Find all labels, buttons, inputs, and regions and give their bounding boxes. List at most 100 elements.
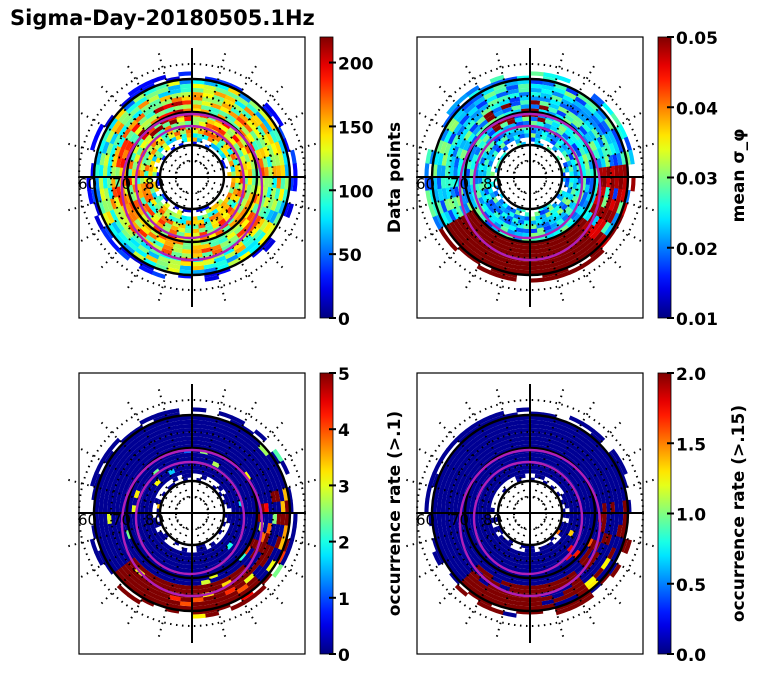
heatmap-cell [222,434,236,444]
heatmap-cell [282,487,289,502]
heatmap-cell [452,569,465,582]
heatmap-cell [565,513,570,519]
heatmap-cell [478,119,489,129]
heatmap-cell [247,513,253,522]
heatmap-cell [103,523,110,537]
heatmap-cell [449,165,455,177]
heatmap-cell [536,563,545,569]
heatmap-cell [236,476,245,486]
heatmap-cell [191,244,202,250]
heatmap-cell [493,259,507,268]
heatmap-cell [204,557,212,564]
heatmap-cell [184,224,192,229]
heatmap-cell [98,500,104,513]
heatmap-cell [222,143,231,151]
heatmap-cell [258,542,267,554]
heatmap-cell [229,153,237,161]
heatmap-cell [554,418,568,428]
heatmap-cell [546,214,554,222]
heatmap-cell [129,468,138,479]
heatmap-cell [173,217,181,224]
heatmap-cell [481,538,489,548]
heatmap-cell [247,488,255,498]
heatmap-cell [243,527,251,537]
heatmap-cell [568,501,574,509]
heatmap-cell [182,440,193,446]
heatmap-cell [618,513,624,526]
heatmap-cell [508,458,517,465]
heatmap-cell [191,216,198,221]
heatmap-cell [280,177,286,190]
heatmap-cell [564,155,571,163]
heatmap-cell [607,187,615,200]
heatmap-cell [257,233,270,247]
heatmap-cell [211,247,223,256]
heatmap-cell [259,122,270,136]
heatmap-cell [452,122,463,135]
heatmap-cell [105,534,114,548]
heatmap-cell [236,432,250,443]
heatmap-cell [530,116,539,122]
heatmap-cell [556,475,565,483]
heatmap-cell [480,257,495,267]
heatmap-cell [118,446,130,459]
heatmap-cell [191,248,203,254]
heatmap-cell [439,535,448,549]
heatmap-cell [203,263,217,270]
heatmap-cell [487,464,497,474]
heatmap-cell [600,456,612,469]
heatmap-cell [538,441,550,447]
heatmap-cell [266,197,275,211]
heatmap-cell [615,537,625,551]
heatmap-cell [501,221,511,229]
heatmap-cell [579,109,591,121]
heatmap-cell [251,564,263,577]
heatmap-cell [155,109,167,118]
heatmap-cell [565,570,577,580]
heatmap-cell [449,522,456,534]
heatmap-cell [202,595,216,602]
heatmap-cell [561,549,570,558]
heatmap-cell [485,94,499,104]
heatmap-cell [97,200,106,215]
heatmap-cell [148,246,162,256]
heatmap-cell [162,135,171,143]
heatmap-cell [449,491,457,503]
heatmap-cell [568,264,583,275]
heatmap-cell [481,86,495,97]
heatmap-cell [493,595,507,604]
heatmap-cell [234,518,240,526]
heatmap-cell [217,464,227,472]
heatmap-cell [111,501,117,513]
heatmap-cell [230,182,236,189]
heatmap-cell [509,207,517,214]
heatmap-cell [155,445,167,454]
heatmap-cell [447,208,457,222]
heatmap-cell [143,538,151,548]
heatmap-cell [484,586,498,596]
heatmap-cell [151,527,158,535]
heatmap-cell [489,410,505,420]
heatmap-cell [516,605,530,611]
heatmap-cell [593,485,601,496]
heatmap-cell [555,218,565,226]
heatmap-cell [259,555,270,568]
heatmap-cell [499,121,509,129]
heatmap-cell [456,124,467,137]
heatmap-cell [557,106,569,115]
heatmap-cell [231,134,241,144]
heatmap-cell [181,100,193,106]
heatmap-cell [121,138,130,150]
heatmap-cell [535,555,543,561]
heatmap-cell [272,177,277,189]
heatmap-cell [256,461,266,474]
heatmap-cell [213,211,222,219]
heatmap-cell [248,562,260,574]
heatmap-cell [157,218,167,226]
heatmap-cell [209,541,217,548]
heatmap-cell [167,598,181,606]
heatmap-cell [529,601,543,607]
heatmap-cell [559,438,571,447]
heatmap-cell [475,128,485,138]
heatmap-cell [222,203,230,212]
